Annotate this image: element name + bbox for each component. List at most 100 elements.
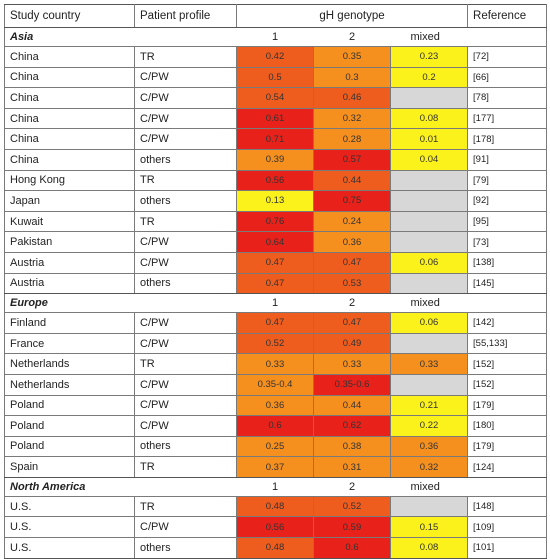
table-body: Study country Patient profile gH genotyp… — [4, 4, 548, 559]
cell-genotype-1: 0.76 — [236, 210, 314, 233]
region-name: Asia — [4, 27, 135, 47]
table-row: Finland C/PW 0.47 0.47 0.06 [142] — [4, 312, 548, 334]
cell-genotype-1: 0.48 — [236, 495, 314, 518]
cell-reference: [152] — [467, 373, 548, 396]
region-spacer — [467, 293, 548, 314]
cell-genotype-2: 0.59 — [313, 516, 391, 539]
table-row: China C/PW 0.61 0.32 0.08 [177] — [4, 107, 548, 130]
genotype-label-2: 2 — [313, 27, 391, 47]
table-row: Japan others 0.13 0.75 [92] — [4, 190, 548, 212]
cell-profile: others — [134, 435, 237, 458]
region-row: Asia 1 2 mixed — [4, 27, 548, 47]
cell-genotype-mixed: 0.08 — [389, 537, 469, 559]
cell-genotype-2: 0.44 — [313, 169, 391, 192]
cell-reference: [78] — [467, 87, 548, 109]
cell-genotype-2: 0.6 — [313, 537, 391, 559]
cell-reference: [152] — [467, 353, 548, 375]
cell-genotype-2: 0.24 — [313, 210, 391, 233]
region-name: North America — [4, 476, 135, 497]
cell-country: U.S. — [4, 537, 135, 559]
cell-genotype-1: 0.56 — [236, 169, 314, 192]
cell-country: China — [4, 128, 135, 150]
cell-genotype-2: 0.44 — [313, 394, 391, 417]
genotype-label-2: 2 — [313, 293, 391, 314]
cell-profile: others — [134, 190, 237, 212]
cell-genotype-1: 0.61 — [236, 107, 314, 130]
cell-reference: [180] — [467, 415, 548, 437]
region-name: Europe — [4, 293, 135, 314]
cell-country: Hong Kong — [4, 169, 135, 192]
cell-genotype-mixed: 0.32 — [389, 456, 469, 478]
cell-reference: [109] — [467, 516, 548, 539]
header-genotype: gH genotype — [235, 4, 469, 28]
cell-genotype-2: 0.31 — [313, 456, 391, 478]
cell-genotype-mixed: 0.22 — [389, 415, 469, 437]
cell-reference: [142] — [467, 312, 548, 334]
cell-profile: C/PW — [134, 332, 237, 355]
cell-country: Poland — [4, 415, 135, 437]
cell-profile: C/PW — [134, 373, 237, 396]
cell-genotype-mixed — [389, 190, 469, 212]
genotype-table-container: Study country Patient profile gH genotyp… — [4, 4, 548, 559]
header-reference: Reference — [467, 4, 548, 28]
genotype-label-mixed: mixed — [390, 27, 468, 47]
cell-reference: [101] — [467, 537, 548, 559]
cell-genotype-mixed: 0.15 — [389, 516, 469, 539]
cell-profile: TR — [134, 456, 237, 478]
cell-genotype-1: 0.33 — [236, 353, 314, 375]
genotype-label-1: 1 — [236, 293, 314, 314]
cell-country: Austria — [4, 251, 135, 274]
cell-reference: [177] — [467, 107, 548, 130]
cell-profile: others — [134, 148, 237, 171]
cell-genotype-mixed — [389, 495, 469, 518]
cell-genotype-mixed — [389, 231, 469, 253]
region-row: Europe 1 2 mixed — [4, 293, 548, 314]
table-row: U.S. others 0.48 0.6 0.08 [101] — [4, 537, 548, 559]
cell-country: Netherlands — [4, 353, 135, 375]
cell-country: Poland — [4, 435, 135, 458]
region-spacer — [467, 27, 548, 47]
cell-genotype-1: 0.6 — [236, 415, 314, 437]
cell-genotype-2: 0.47 — [313, 251, 391, 274]
cell-genotype-1: 0.48 — [236, 537, 314, 559]
header-row: Study country Patient profile gH genotyp… — [4, 4, 548, 28]
cell-country: Finland — [4, 312, 135, 334]
cell-genotype-mixed: 0.08 — [389, 107, 469, 130]
table-row: Hong Kong TR 0.56 0.44 [79] — [4, 169, 548, 192]
cell-genotype-1: 0.37 — [236, 456, 314, 478]
cell-genotype-1: 0.36 — [236, 394, 314, 417]
cell-genotype-mixed — [389, 210, 469, 233]
cell-country: Poland — [4, 394, 135, 417]
cell-profile: C/PW — [134, 415, 237, 437]
table-row: Poland C/PW 0.6 0.62 0.22 [180] — [4, 415, 548, 437]
cell-genotype-1: 0.71 — [236, 128, 314, 150]
cell-genotype-mixed: 0.21 — [389, 394, 469, 417]
cell-genotype-mixed — [389, 272, 469, 295]
cell-country: France — [4, 332, 135, 355]
cell-genotype-mixed — [389, 373, 469, 396]
table-row: Netherlands C/PW 0.35-0.4 0.35-0.6 [152] — [4, 373, 548, 396]
cell-genotype-mixed — [389, 332, 469, 355]
cell-reference: [92] — [467, 190, 548, 212]
cell-profile: C/PW — [134, 231, 237, 253]
cell-genotype-1: 0.35-0.4 — [236, 373, 314, 396]
cell-genotype-2: 0.62 — [313, 415, 391, 437]
cell-genotype-mixed — [389, 87, 469, 109]
table-row: France C/PW 0.52 0.49 [55,133] — [4, 332, 548, 355]
cell-genotype-2: 0.35 — [313, 46, 391, 68]
table-row: U.S. TR 0.48 0.52 [148] — [4, 495, 548, 518]
cell-reference: [55,133] — [467, 332, 548, 355]
cell-profile: TR — [134, 169, 237, 192]
cell-country: Kuwait — [4, 210, 135, 233]
table-row: Poland C/PW 0.36 0.44 0.21 [179] — [4, 394, 548, 417]
cell-reference: [138] — [467, 251, 548, 274]
cell-profile: TR — [134, 46, 237, 68]
cell-reference: [148] — [467, 495, 548, 518]
table-row: China C/PW 0.71 0.28 0.01 [178] — [4, 128, 548, 150]
genotype-label-mixed: mixed — [390, 476, 468, 497]
cell-genotype-1: 0.47 — [236, 312, 314, 334]
cell-profile: C/PW — [134, 128, 237, 150]
cell-profile: C/PW — [134, 107, 237, 130]
header-profile: Patient profile — [134, 4, 237, 28]
cell-profile: TR — [134, 210, 237, 233]
